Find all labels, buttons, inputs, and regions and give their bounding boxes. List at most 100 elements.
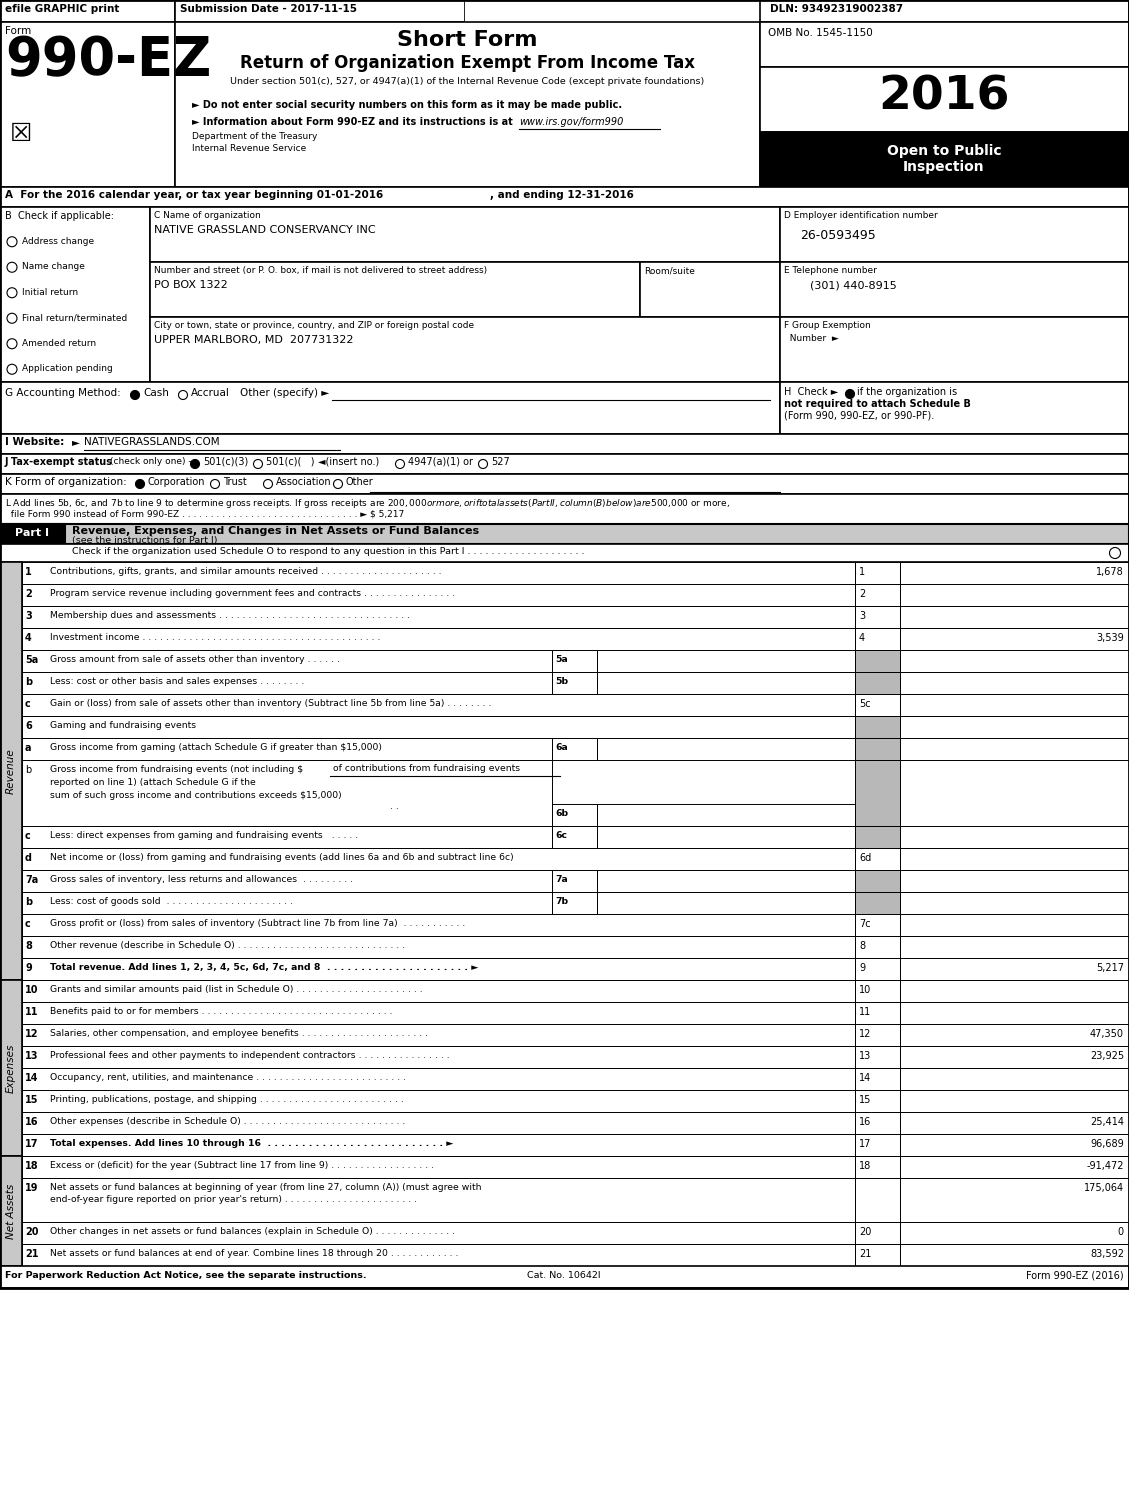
Bar xyxy=(855,1177,900,1222)
Text: (see the instructions for Part I): (see the instructions for Part I) xyxy=(72,536,218,545)
Bar xyxy=(0,208,150,382)
Bar xyxy=(21,1222,855,1245)
Bar xyxy=(21,562,855,584)
Bar xyxy=(900,870,1129,892)
Text: NATIVEGRASSLANDS.COM: NATIVEGRASSLANDS.COM xyxy=(84,438,220,447)
Text: 5c: 5c xyxy=(859,699,870,710)
Text: ► Do not enter social security numbers on this form as it may be made public.: ► Do not enter social security numbers o… xyxy=(192,100,622,111)
Text: (check only one) -: (check only one) - xyxy=(110,457,192,466)
Text: 7b: 7b xyxy=(555,896,568,905)
Text: 17: 17 xyxy=(25,1138,38,1149)
Text: Other (specify) ►: Other (specify) ► xyxy=(240,388,330,397)
Text: 501(c)(3): 501(c)(3) xyxy=(203,457,248,468)
Text: www.irs.gov/form990: www.irs.gov/form990 xyxy=(519,117,623,127)
Bar xyxy=(855,695,900,716)
Bar xyxy=(900,607,1129,627)
Bar xyxy=(21,1023,855,1046)
Text: City or town, state or province, country, and ZIP or foreign postal code: City or town, state or province, country… xyxy=(154,321,474,330)
Bar xyxy=(855,849,900,870)
Bar xyxy=(855,1222,900,1245)
Bar xyxy=(0,454,1129,474)
Text: 13: 13 xyxy=(25,1050,38,1061)
Text: 5a: 5a xyxy=(25,654,38,665)
Text: file Form 990 instead of Form 990-EZ . . . . . . . . . . . . . . . . . . . . . .: file Form 990 instead of Form 990-EZ . .… xyxy=(5,509,404,518)
Text: b: b xyxy=(25,677,32,687)
Text: Gross sales of inventory, less returns and allowances  . . . . . . . . .: Gross sales of inventory, less returns a… xyxy=(50,875,353,884)
Circle shape xyxy=(135,480,145,489)
Bar xyxy=(855,650,900,672)
Text: Gaming and fundraising events: Gaming and fundraising events xyxy=(50,722,196,731)
Bar xyxy=(21,584,855,607)
Circle shape xyxy=(7,288,17,297)
Text: 12: 12 xyxy=(25,1029,38,1038)
Text: 6b: 6b xyxy=(555,808,568,819)
Text: Gross amount from sale of assets other than inventory . . . . . .: Gross amount from sale of assets other t… xyxy=(50,654,340,663)
Text: 26-0593495: 26-0593495 xyxy=(800,229,876,242)
Bar xyxy=(900,892,1129,914)
Text: 990-EZ: 990-EZ xyxy=(5,34,211,87)
Text: Salaries, other compensation, and employee benefits . . . . . . . . . . . . . . : Salaries, other compensation, and employ… xyxy=(50,1029,428,1038)
Text: 6d: 6d xyxy=(859,853,872,864)
Text: 1,678: 1,678 xyxy=(1096,568,1124,577)
Text: Other: Other xyxy=(345,477,374,487)
Text: 501(c)(   ): 501(c)( ) xyxy=(266,457,315,468)
Text: 15: 15 xyxy=(25,1095,38,1106)
Bar xyxy=(855,1046,900,1068)
Text: Total revenue. Add lines 1, 2, 3, 4, 5c, 6d, 7c, and 8  . . . . . . . . . . . . : Total revenue. Add lines 1, 2, 3, 4, 5c,… xyxy=(50,964,479,973)
Bar xyxy=(21,937,855,958)
Text: b: b xyxy=(25,765,32,775)
Circle shape xyxy=(263,480,272,489)
Text: 10: 10 xyxy=(859,985,872,995)
Text: B  Check if applicable:: B Check if applicable: xyxy=(5,211,114,221)
Bar xyxy=(552,738,597,760)
Bar xyxy=(0,0,175,22)
Bar xyxy=(0,544,1129,562)
Circle shape xyxy=(254,460,263,469)
Text: 11: 11 xyxy=(25,1007,38,1017)
Bar xyxy=(760,131,1129,187)
Text: Occupancy, rent, utilities, and maintenance . . . . . . . . . . . . . . . . . . : Occupancy, rent, utilities, and maintena… xyxy=(50,1073,406,1082)
Text: 83,592: 83,592 xyxy=(1089,1249,1124,1259)
Text: 9: 9 xyxy=(25,964,32,973)
Bar xyxy=(760,67,1129,131)
Bar xyxy=(597,672,855,695)
Text: Total expenses. Add lines 10 through 16  . . . . . . . . . . . . . . . . . . . .: Total expenses. Add lines 10 through 16 … xyxy=(50,1138,454,1147)
Text: Revenue: Revenue xyxy=(6,748,16,793)
Bar xyxy=(21,958,855,980)
Text: Less: direct expenses from gaming and fundraising events   . . . . .: Less: direct expenses from gaming and fu… xyxy=(50,831,358,840)
Text: ►: ► xyxy=(72,438,80,447)
Bar xyxy=(900,1134,1129,1156)
Text: 8: 8 xyxy=(25,941,32,952)
Text: Corporation: Corporation xyxy=(148,477,205,487)
Bar xyxy=(855,958,900,980)
Text: Under section 501(c), 527, or 4947(a)(1) of the Internal Revenue Code (except pr: Under section 501(c), 527, or 4947(a)(1)… xyxy=(230,78,704,87)
Text: 18: 18 xyxy=(859,1161,872,1171)
Bar xyxy=(855,937,900,958)
Bar xyxy=(900,1156,1129,1177)
Text: 17: 17 xyxy=(859,1138,872,1149)
Text: 25,414: 25,414 xyxy=(1089,1118,1124,1126)
Bar xyxy=(552,892,597,914)
Bar xyxy=(900,826,1129,849)
Circle shape xyxy=(1110,547,1120,559)
Text: Gross income from gaming (attach Schedule G if greater than $15,000): Gross income from gaming (attach Schedul… xyxy=(50,743,382,751)
Text: 6: 6 xyxy=(25,722,32,731)
Bar xyxy=(855,607,900,627)
Bar xyxy=(0,382,780,433)
Text: F Group Exemption: F Group Exemption xyxy=(784,321,870,330)
Text: H  Check ►: H Check ► xyxy=(784,387,838,397)
Bar xyxy=(21,760,552,826)
Text: PO BOX 1322: PO BOX 1322 xyxy=(154,279,228,290)
Text: Benefits paid to or for members . . . . . . . . . . . . . . . . . . . . . . . . : Benefits paid to or for members . . . . … xyxy=(50,1007,393,1016)
Bar xyxy=(150,208,780,261)
Circle shape xyxy=(7,314,17,323)
Bar xyxy=(855,980,900,1002)
Bar xyxy=(855,892,900,914)
Bar xyxy=(21,870,552,892)
Text: Submission Date - 2017-11-15: Submission Date - 2017-11-15 xyxy=(180,4,357,13)
Bar xyxy=(0,1156,21,1265)
Bar xyxy=(900,1002,1129,1023)
Text: Professional fees and other payments to independent contractors . . . . . . . . : Professional fees and other payments to … xyxy=(50,1050,449,1061)
Circle shape xyxy=(7,236,17,247)
Text: 4: 4 xyxy=(859,633,865,642)
